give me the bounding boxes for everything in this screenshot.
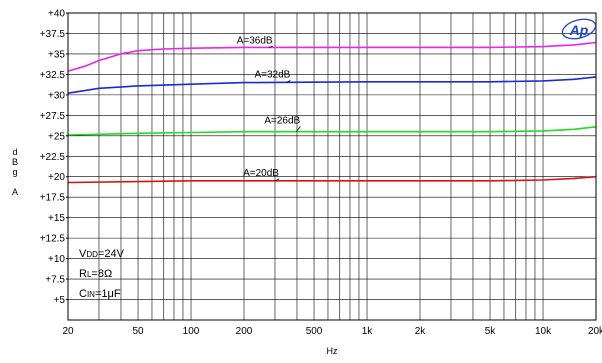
x-tick-label: 1k xyxy=(362,326,374,337)
y-tick-label: +12.5 xyxy=(40,234,66,245)
y-axis-label-char: B xyxy=(12,157,18,167)
annotation-leader xyxy=(295,126,301,132)
series-annotation-label: A=32dB xyxy=(254,70,290,81)
x-tick-label: 20k xyxy=(588,326,602,337)
y-tick-label: +25 xyxy=(48,131,65,142)
series-annotation-label: A=36dB xyxy=(237,35,273,46)
y-tick-label: +15 xyxy=(48,213,65,224)
ap-logo-text: Ap xyxy=(569,22,589,38)
annotation-leader xyxy=(274,178,280,182)
x-tick-label: 2k xyxy=(415,326,427,337)
y-axis-label-char: g xyxy=(12,167,17,177)
series-line-a32db xyxy=(67,76,597,94)
y-tick-label: +40 xyxy=(48,9,65,20)
y-tick-label: +32.5 xyxy=(40,70,66,81)
y-tick-label: +17.5 xyxy=(40,193,66,204)
y-axis-label-char: d xyxy=(12,147,17,157)
ap-logo: Ap xyxy=(561,18,597,40)
x-tick-label: 5k xyxy=(485,326,497,337)
plot-frame xyxy=(67,12,597,321)
y-tick-label: +7.5 xyxy=(45,275,65,286)
y-tick-label: +27.5 xyxy=(40,111,66,122)
series-annotations: A=36dB A=32dB A=26dB A=20dB xyxy=(237,35,301,182)
series-line-a20db xyxy=(67,175,597,184)
x-tick-label: 20 xyxy=(62,326,74,337)
series-line-a26db xyxy=(67,126,597,136)
y-tick-label: +5 xyxy=(54,295,66,306)
test-conditions: VDD=24V RL=8Ω CIN=1μF xyxy=(79,248,125,300)
series-annotation-label: A=20dB xyxy=(243,168,279,179)
grid xyxy=(67,12,597,321)
x-tick-label: 10k xyxy=(535,326,552,337)
annotation-leader xyxy=(286,80,291,83)
y-tick-label: +35 xyxy=(48,49,65,60)
x-tick-label: 500 xyxy=(306,326,323,337)
y-tick-label: +22.5 xyxy=(40,152,66,163)
x-tick-label: 100 xyxy=(183,326,200,337)
x-tick-label: 200 xyxy=(236,326,253,337)
series-lines xyxy=(67,41,597,184)
y-tick-label: +10 xyxy=(48,254,65,265)
tick-labels: +40 +37.5 +35 +32.5 +30 +27.5 +25 +22.5 +20 +17.5… xyxy=(40,9,602,338)
y-tick-label: +37.5 xyxy=(40,29,66,40)
condition-2: CIN=1μF xyxy=(79,288,121,300)
y-tick-label: +20 xyxy=(48,172,65,183)
condition-0: VDD=24V xyxy=(79,248,125,260)
annotation-leader xyxy=(268,45,273,48)
series-line-a36db xyxy=(67,41,597,72)
series-annotation-label: A=26dB xyxy=(264,116,300,127)
x-axis-label: Hz xyxy=(327,346,338,356)
x-tick-label: 50 xyxy=(132,326,144,337)
condition-1: RL=8Ω xyxy=(79,268,112,280)
y-axis-label-char: A xyxy=(12,187,18,197)
y-tick-label: +30 xyxy=(48,90,65,101)
